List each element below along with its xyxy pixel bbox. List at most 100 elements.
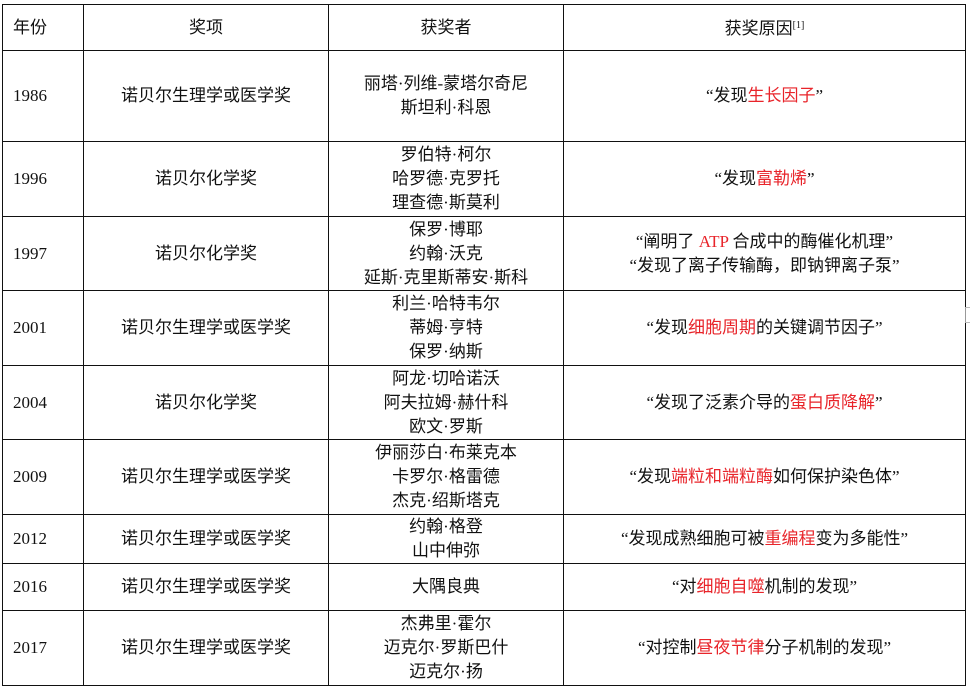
- nobel-prize-table: 年份 奖项 获奖者 获奖原因[1] 1986 诺贝尔生理学或医学奖 丽塔·列维-蒙塔…: [2, 4, 966, 686]
- reason-line: “对控制昼夜节律分子机制的发现”: [568, 636, 961, 660]
- reason-cell: “阐明了 ATP 合成中的酶催化机理” “发现了离子传输酶，即钠钾离子泵”: [563, 216, 966, 291]
- reason-line: “发现了离子传输酶，即钠钾离子泵”: [568, 254, 961, 278]
- reason-cell: “对控制昼夜节律分子机制的发现”: [563, 610, 966, 686]
- winner-name: 杰克·绍斯塔克: [392, 491, 500, 510]
- table-row: 2012 诺贝尔生理学或医学奖 约翰·格登 山中伸弥 “发现成熟细胞可被重编程变为多能性…: [2, 514, 966, 564]
- winners-cell: 大隅良典: [328, 563, 564, 611]
- winner-name: 斯坦利·科恩: [400, 98, 492, 117]
- award-cell: 诺贝尔化学奖: [83, 365, 329, 440]
- reason-text: “对控制: [637, 638, 697, 657]
- winner-name: 约翰·沃克: [409, 243, 483, 263]
- reason-line: “发现了泛素介导的蛋白质降解”: [568, 391, 961, 415]
- reason-line: “发现端粒和端粒酶如何保护染色体”: [568, 465, 961, 489]
- highlighted-term: 细胞周期: [688, 318, 756, 337]
- winner-name: 大隅良典: [412, 577, 480, 596]
- table-row: 2009 诺贝尔生理学或医学奖 伊丽莎白·布莱克本 卡罗尔·格雷德 杰克·绍斯塔克 “发现…: [2, 439, 966, 515]
- award-cell: 诺贝尔生理学或医学奖: [83, 50, 329, 142]
- table-row: 1997 诺贝尔化学奖 保罗·博耶 约翰·沃克 延斯·克里斯蒂安·斯科 “阐明了 ATP …: [2, 216, 966, 291]
- reason-text: 变为多能性”: [815, 529, 909, 548]
- reason-text: “发现: [714, 169, 756, 188]
- header-award: 奖项: [83, 4, 329, 51]
- reason-text: “发现: [629, 467, 671, 486]
- winner-name: 卡罗尔·格雷德: [392, 467, 500, 486]
- year-cell: 2009: [2, 439, 84, 515]
- reason-cell: “发现细胞周期的关键调节因子”: [563, 290, 966, 366]
- reason-text: 机制的发现”: [764, 577, 858, 596]
- table-row: 1986 诺贝尔生理学或医学奖 丽塔·列维-蒙塔尔奇尼 斯坦利·科恩 “发现生长因子”: [2, 50, 966, 142]
- reason-text: ”: [815, 86, 824, 105]
- year-cell: 2017: [2, 610, 84, 686]
- award-cell: 诺贝尔化学奖: [83, 141, 329, 217]
- winners-cell: 约翰·格登山中伸弥: [328, 514, 564, 564]
- table-row: 2001 诺贝尔生理学或医学奖 利兰·哈特韦尔 蒂姆·亨特 保罗·纳斯 “发现细胞周期的关…: [2, 290, 966, 366]
- reason-cell: “对细胞自噬机制的发现”: [563, 563, 966, 611]
- reason-text: 分子机制的发现”: [764, 638, 892, 657]
- highlighted-term: 昼夜节律: [696, 638, 765, 657]
- scroll-edge: [965, 307, 970, 323]
- highlighted-term: 生长因子: [747, 86, 816, 105]
- reason-line: “发现富勒烯”: [568, 167, 961, 191]
- highlighted-term: 细胞自噬: [696, 577, 765, 596]
- award-cell: 诺贝尔生理学或医学奖: [83, 290, 329, 366]
- reason-cell: “发现了泛素介导的蛋白质降解”: [563, 365, 966, 440]
- reason-text: “阐明了: [635, 231, 699, 251]
- reason-text: “对: [671, 577, 697, 596]
- winners-cell: 杰弗里·霍尔 迈克尔·罗斯巴什 迈克尔·扬: [328, 610, 564, 686]
- winner-name: 迈克尔·扬: [409, 662, 483, 681]
- reason-cell: “发现生长因子”: [563, 50, 966, 142]
- year-cell: 1986: [2, 50, 84, 142]
- year-cell: 2012: [2, 514, 84, 564]
- reason-text: 合成中的酶催化机理”: [728, 231, 894, 251]
- table-row: 1996 诺贝尔化学奖 罗伯特·柯尔 哈罗德·克罗托 理查德·斯莫利 “发现富勒烯”: [2, 141, 966, 217]
- reason-text: 如何保护染色体”: [773, 467, 900, 486]
- winner-name: 罗伯特·柯尔: [400, 145, 492, 164]
- winner-name: 山中伸弥: [412, 541, 480, 560]
- winner-name: 约翰·格登: [409, 517, 483, 536]
- reference-link[interactable]: [1]: [792, 20, 805, 31]
- year-cell: 1997: [2, 216, 84, 291]
- reason-cell: “发现富勒烯”: [563, 141, 966, 217]
- winner-name: 利兰·哈特韦尔: [392, 294, 500, 313]
- reason-line: “发现成熟细胞可被重编程变为多能性”: [568, 527, 961, 551]
- highlighted-term: 富勒烯: [756, 169, 807, 188]
- reason-line: “发现生长因子”: [568, 84, 961, 108]
- winners-cell: 阿龙·切哈诺沃 阿夫拉姆·赫什科 欧文·罗斯: [328, 365, 564, 440]
- winner-name: 迈克尔·罗斯巴什: [383, 638, 509, 657]
- header-row: 年份 奖项 获奖者 获奖原因[1]: [2, 4, 966, 51]
- award-cell: 诺贝尔生理学或医学奖: [83, 439, 329, 515]
- winner-name: 保罗·纳斯: [409, 342, 483, 361]
- table-row: 2017 诺贝尔生理学或医学奖 杰弗里·霍尔 迈克尔·罗斯巴什 迈克尔·扬 “对控制昼夜节…: [2, 610, 966, 686]
- winner-name: 欧文·罗斯: [409, 416, 483, 436]
- winner-name: 理查德·斯莫利: [392, 193, 500, 212]
- winners-cell: 利兰·哈特韦尔 蒂姆·亨特保罗·纳斯: [328, 290, 564, 366]
- winner-name: 丽塔·列维-蒙塔尔奇尼: [363, 74, 529, 93]
- winner-name: 杰弗里·霍尔: [400, 614, 492, 633]
- reason-line: “阐明了 ATP 合成中的酶催化机理”: [568, 230, 961, 254]
- winners-cell: 保罗·博耶 约翰·沃克 延斯·克里斯蒂安·斯科: [328, 216, 564, 291]
- reason-text: 的关键调节因子”: [756, 318, 883, 337]
- reason-text: “发现: [646, 318, 688, 337]
- header-reason-label: 获奖原因: [724, 19, 793, 38]
- reason-text: ”: [875, 392, 883, 412]
- header-year: 年份: [2, 4, 84, 51]
- reason-text: ”: [807, 169, 815, 188]
- winners-cell: 罗伯特·柯尔 哈罗德·克罗托 理查德·斯莫利: [328, 141, 564, 217]
- winner-name: 阿龙·切哈诺沃: [392, 368, 500, 388]
- award-cell: 诺贝尔化学奖: [83, 216, 329, 291]
- year-cell: 2016: [2, 563, 84, 611]
- winners-cell: 伊丽莎白·布莱克本 卡罗尔·格雷德 杰克·绍斯塔克: [328, 439, 564, 515]
- winner-name: 伊丽莎白·布莱克本: [375, 443, 517, 462]
- year-cell: 1996: [2, 141, 84, 217]
- reason-text: “发现了泛素介导的: [646, 392, 790, 412]
- award-cell: 诺贝尔生理学或医学奖: [83, 610, 329, 686]
- header-winners: 获奖者: [328, 4, 564, 51]
- award-cell: 诺贝尔生理学或医学奖: [83, 514, 329, 564]
- winner-name: 延斯·克里斯蒂安·斯科: [363, 267, 529, 287]
- winner-name: 蒂姆·亨特: [409, 318, 483, 337]
- reason-line: “发现细胞周期的关键调节因子”: [568, 316, 961, 340]
- reason-cell: “发现成熟细胞可被重编程变为多能性”: [563, 514, 966, 564]
- highlighted-term: ATP: [698, 231, 729, 251]
- reason-cell: “发现端粒和端粒酶如何保护染色体”: [563, 439, 966, 515]
- reason-text: “发现成熟细胞可被: [620, 529, 765, 548]
- winner-name: 阿夫拉姆·赫什科: [383, 392, 509, 412]
